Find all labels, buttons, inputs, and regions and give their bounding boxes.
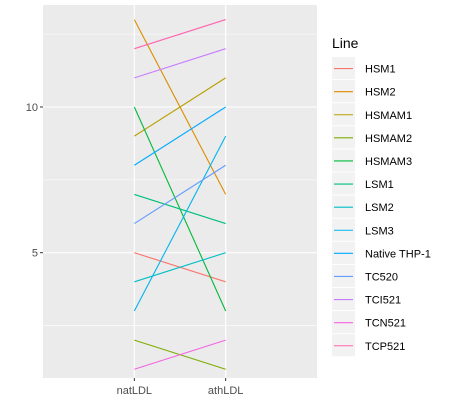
series-line-native-thp-1 (134, 106, 226, 166)
legend-item: TCN521 (332, 311, 406, 334)
series-line-hsmam1 (134, 77, 226, 137)
legend-label: HSMAM3 (365, 156, 412, 168)
y-tick-label: 10 (26, 102, 38, 114)
x-axis: natLDL athLDL (117, 378, 243, 397)
series-line-tc520 (134, 164, 226, 225)
legend-item: HSMAM2 (332, 126, 412, 149)
legend-item: LSM1 (332, 172, 394, 195)
series-line-lsm3 (133, 135, 227, 312)
legend-label: TCN521 (365, 318, 406, 330)
legend-label: HSMAM1 (365, 110, 412, 122)
legend-label: HSM2 (365, 87, 396, 99)
legend-label: TCI521 (365, 295, 401, 307)
legend-item: LSM3 (332, 218, 394, 241)
legend-label: TCP521 (365, 341, 405, 353)
series-line-lsm2 (134, 252, 226, 283)
legend-item: HSM1 (332, 57, 396, 80)
legend-label: HSMAM2 (365, 133, 412, 145)
legend-label: HSM1 (365, 64, 396, 76)
legend-item: TCI521 (332, 288, 401, 311)
x-tick-label: athLDL (208, 385, 243, 397)
y-axis: 5 10 (26, 102, 43, 260)
legend-item: HSMAM1 (332, 103, 412, 126)
legend-title: Line (332, 35, 359, 51)
legend-item: TC520 (332, 264, 398, 287)
legend-item: TCP521 (332, 334, 405, 357)
series-line-tci521 (134, 48, 226, 79)
series-lines (133, 19, 227, 370)
legend-item: HSM2 (332, 80, 396, 103)
legend-label: LSM2 (365, 202, 394, 214)
legend-item: HSMAM3 (332, 149, 412, 172)
x-tick-label: natLDL (117, 385, 152, 397)
legend-label: TC520 (365, 271, 398, 283)
series-line-tcp521 (134, 19, 226, 50)
legend: Line HSM1 HSM2 HSMAM1 HSMAM2 HSMAM3 LSM1 LSM2 L… (332, 35, 431, 357)
y-tick-label: 5 (32, 248, 38, 260)
legend-label: Native THP-1 (365, 248, 431, 260)
legend-label: LSM1 (365, 179, 394, 191)
legend-label: LSM3 (365, 225, 394, 237)
series-line-tcn521 (134, 339, 226, 370)
series-line-lsm1 (134, 193, 226, 225)
legend-items: HSM1 HSM2 HSMAM1 HSMAM2 HSMAM3 LSM1 LSM2 LSM3 Na… (332, 57, 431, 357)
legend-item: Native THP-1 (332, 241, 431, 264)
plot-panel (43, 5, 317, 378)
legend-item: LSM2 (332, 195, 394, 218)
